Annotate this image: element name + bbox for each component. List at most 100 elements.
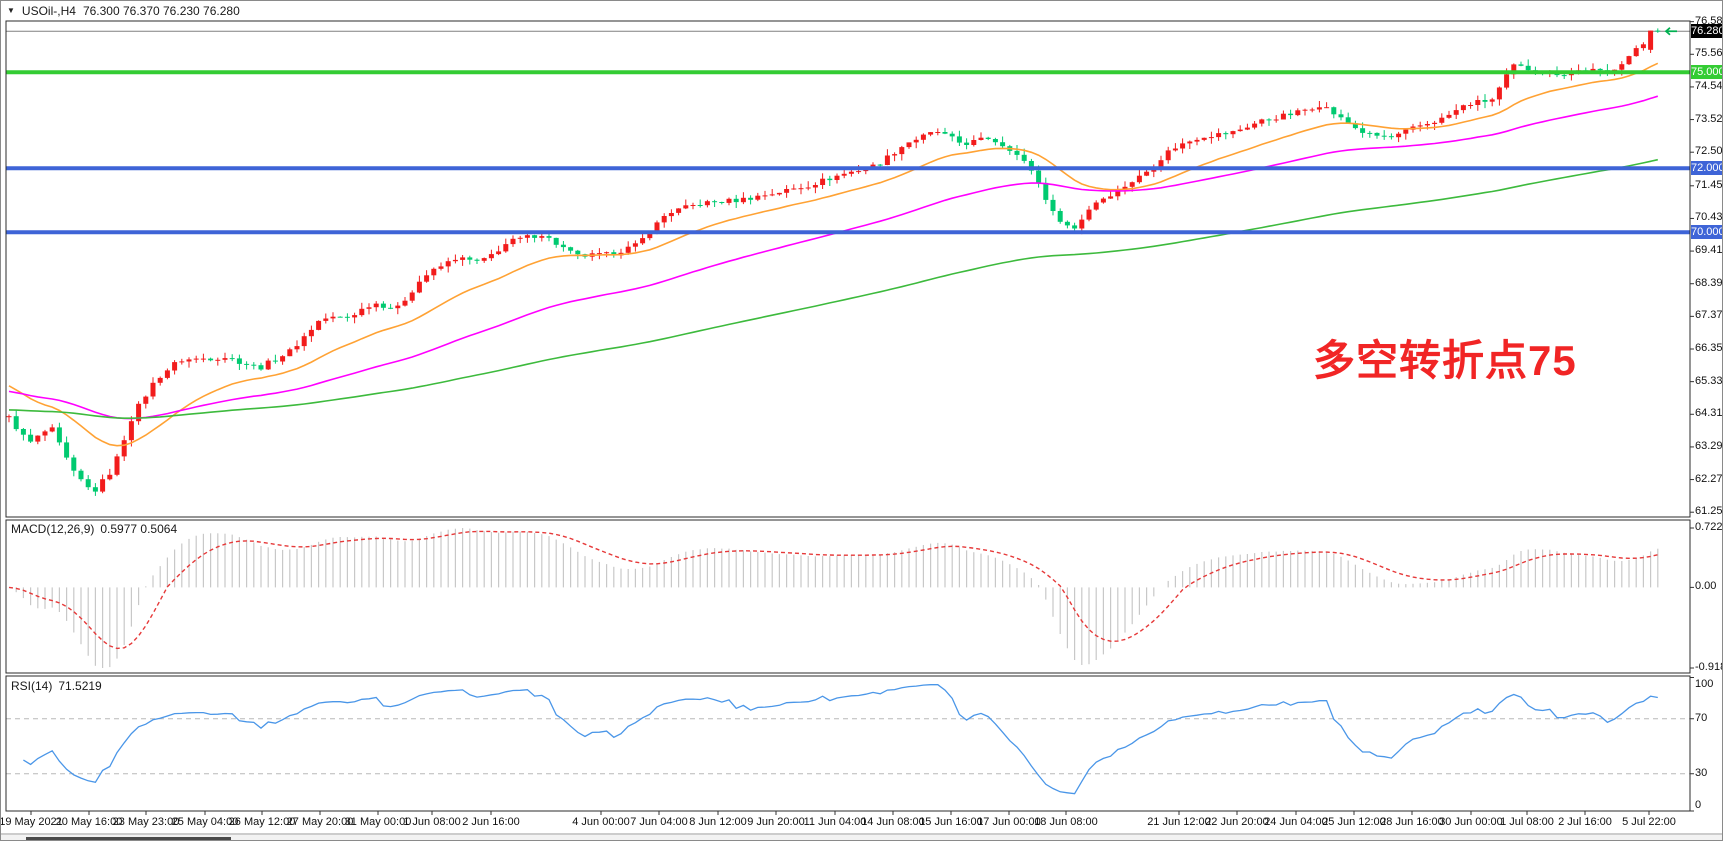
candle-body bbox=[1014, 150, 1020, 155]
annotation-text: 多空转折点75 bbox=[1313, 337, 1577, 384]
candle-body bbox=[1194, 139, 1200, 142]
candle-body bbox=[964, 142, 970, 145]
candle-body bbox=[712, 201, 718, 203]
macd-axis-label: 0.00 bbox=[1695, 580, 1717, 592]
current-price-marker-icon bbox=[1664, 27, 1677, 36]
time-axis-label: 15 Jun 16:00 bbox=[919, 816, 983, 828]
time-axis-label: 25 Jun 12:00 bbox=[1322, 816, 1386, 828]
price-axis-label: 64.310 bbox=[1695, 407, 1723, 419]
time-axis-label: 17 Jun 00:00 bbox=[977, 816, 1041, 828]
macd-name: MACD(12,26,9) bbox=[11, 522, 95, 536]
candle-body bbox=[1352, 123, 1358, 129]
candle-body bbox=[128, 421, 134, 441]
candle-body bbox=[546, 236, 552, 238]
candle-body bbox=[719, 202, 725, 203]
candle-body bbox=[56, 427, 62, 443]
price-axis-label: 75.560 bbox=[1695, 47, 1723, 59]
candle-body bbox=[560, 244, 566, 248]
candle-body bbox=[1172, 148, 1178, 151]
macd-axis-label: 0.7229 bbox=[1695, 521, 1723, 533]
candle-body bbox=[834, 175, 840, 180]
horizontal-scrollbar bbox=[1, 835, 1722, 840]
candle-body bbox=[1273, 119, 1279, 121]
candle-body bbox=[1525, 65, 1531, 71]
collapse-triangle-icon[interactable]: ▼ bbox=[7, 6, 15, 15]
time-axis-label: 24 Jun 04:00 bbox=[1264, 816, 1328, 828]
candle-body bbox=[1633, 48, 1639, 57]
candle-body bbox=[784, 189, 790, 193]
candle-body bbox=[1403, 129, 1409, 134]
candle-body bbox=[1072, 225, 1078, 229]
candle-body bbox=[704, 201, 710, 206]
candle-body bbox=[1021, 154, 1027, 161]
candle-body bbox=[229, 358, 235, 360]
candle-body bbox=[1086, 209, 1092, 220]
candle-body bbox=[1417, 125, 1423, 127]
candle-body bbox=[949, 133, 955, 137]
candle-body bbox=[1590, 68, 1596, 71]
candle-body bbox=[906, 142, 912, 148]
candle-body bbox=[1432, 122, 1438, 124]
candle-body bbox=[121, 440, 127, 457]
candle-body bbox=[1122, 186, 1128, 190]
candle-body bbox=[1108, 196, 1114, 199]
candle-body bbox=[424, 275, 430, 282]
candle-body bbox=[272, 360, 278, 362]
candle-body bbox=[258, 365, 264, 370]
candle-body bbox=[1338, 114, 1344, 118]
time-axis-label: 14 Jun 08:00 bbox=[861, 816, 925, 828]
time-axis-label: 11 Jun 04:00 bbox=[803, 816, 867, 828]
candle-body bbox=[388, 307, 394, 309]
candle-body bbox=[956, 136, 962, 143]
macd-signal-line bbox=[8, 530, 1658, 650]
main-panel-border bbox=[5, 20, 1691, 518]
time-axis-label: 30 Jun 00:00 bbox=[1439, 816, 1503, 828]
horizontal-scrollbar-thumb[interactable] bbox=[26, 837, 231, 840]
candle-body bbox=[892, 154, 898, 156]
candle-body bbox=[380, 303, 386, 308]
candle-body bbox=[236, 358, 242, 364]
candle-body bbox=[308, 329, 314, 337]
candle-body bbox=[798, 188, 804, 190]
time-axis-label: 31 May 00:00 bbox=[344, 816, 412, 828]
candle-body bbox=[445, 261, 451, 267]
time-axis-label: 2 Jul 16:00 bbox=[1558, 816, 1612, 828]
candle-body bbox=[193, 358, 199, 360]
candle-body bbox=[1079, 219, 1085, 229]
rsi-panel-border bbox=[5, 675, 1691, 812]
candle-body bbox=[366, 307, 372, 309]
candle-body bbox=[661, 216, 667, 223]
candle-body bbox=[222, 358, 228, 360]
candle-body bbox=[740, 197, 746, 203]
candle-body bbox=[697, 205, 703, 206]
candle-body bbox=[1396, 133, 1402, 138]
candle-body bbox=[1288, 113, 1294, 116]
time-axis-label: 27 May 20:00 bbox=[286, 816, 354, 828]
candle-body bbox=[928, 132, 934, 135]
candle-body bbox=[1439, 117, 1445, 123]
candle-body bbox=[1129, 182, 1135, 187]
candle-body bbox=[1208, 137, 1214, 139]
candle-body bbox=[200, 358, 206, 360]
candle-body bbox=[1496, 87, 1502, 100]
candle-body bbox=[1482, 100, 1488, 102]
candle-body bbox=[107, 474, 113, 480]
candle-body bbox=[416, 281, 422, 293]
candle-body bbox=[791, 188, 797, 190]
candle-body bbox=[157, 377, 163, 383]
candle-body bbox=[1331, 107, 1337, 115]
candle-body bbox=[1244, 127, 1250, 130]
price-axis-label: 63.290 bbox=[1695, 440, 1723, 452]
candle-body bbox=[488, 254, 494, 259]
macd-histogram bbox=[15, 528, 1659, 668]
candle-body bbox=[647, 233, 653, 239]
candle-body bbox=[805, 187, 811, 189]
candle-body bbox=[1453, 110, 1459, 115]
candles bbox=[6, 28, 1661, 496]
candle-body bbox=[1280, 113, 1286, 120]
candle-body bbox=[1158, 160, 1164, 168]
candle-body bbox=[755, 195, 761, 200]
candle-body bbox=[1237, 129, 1243, 132]
